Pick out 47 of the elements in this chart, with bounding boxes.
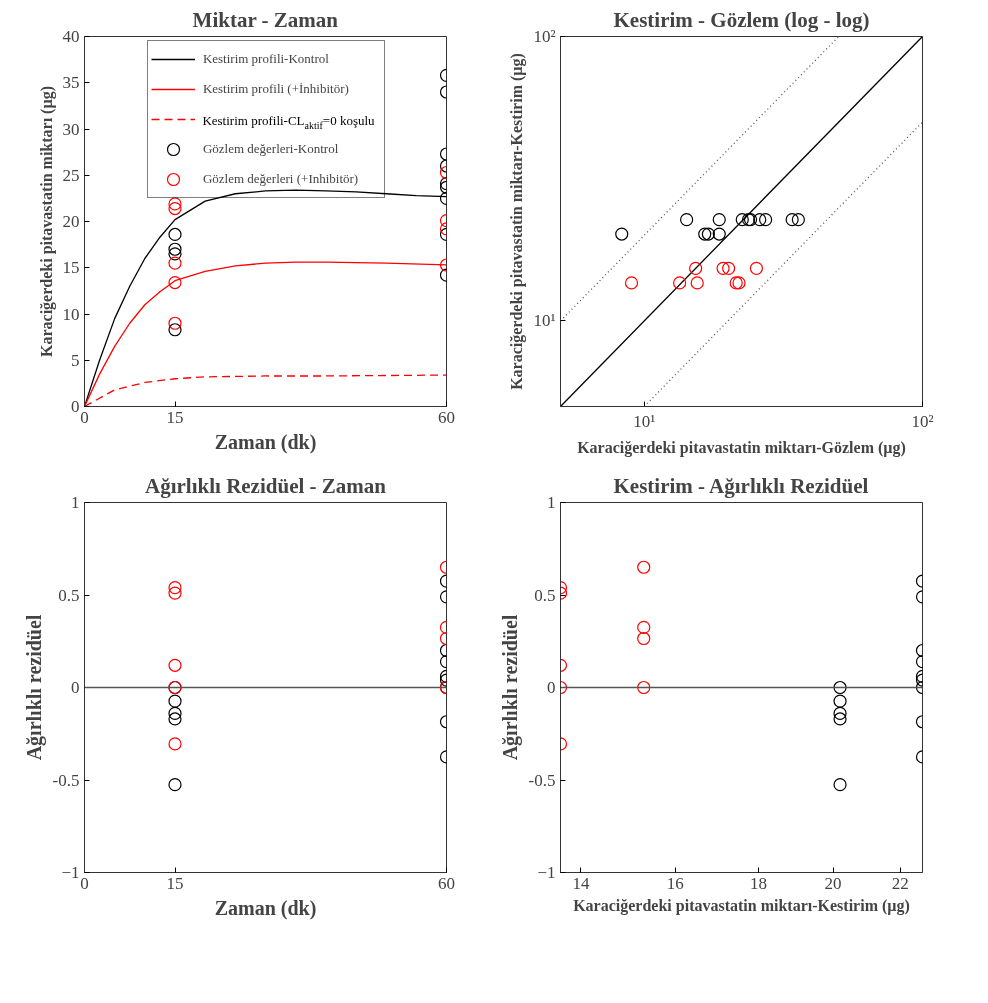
x-axis-title: Zaman (dk): [214, 430, 317, 454]
y-tick-label: 1: [71, 493, 80, 512]
x-tick-label: 18: [750, 873, 768, 893]
y-tick-label: 30: [62, 119, 80, 139]
x-tick-label: 14: [572, 873, 590, 893]
x-tick-label: 16: [666, 873, 684, 893]
x-tick-label: 22: [891, 873, 909, 893]
y-tick-label: 15: [62, 258, 80, 278]
y-tick-label: 0.5: [58, 585, 80, 605]
y-tick-label: 0: [71, 678, 80, 697]
y-tick-label: 35: [62, 73, 80, 93]
legend-label: Gözlem değerleri-Kontrol: [202, 140, 340, 158]
y-tick-label: 0.5: [534, 585, 556, 605]
chart-title: Kestirim - Gözlem (log - log): [613, 7, 870, 32]
legend-label: Kestirim profili (+İnhibitör): [202, 80, 350, 98]
x-axis-title: Karaciğerdeki pitavastatin miktarı-Gözlem (µg): [577, 438, 906, 457]
y-tick-label: 0: [547, 678, 556, 697]
y-tick-label: 40: [62, 27, 80, 46]
x-axis-title: Zaman (dk): [214, 896, 317, 920]
x-tick-label: 15: [166, 873, 184, 893]
y-tick-label: 5: [71, 350, 80, 370]
x-tick-label: 60: [438, 873, 455, 893]
y-axis-title: Ağırlıklı rezidüel: [22, 614, 46, 761]
chart-title: Ağırlıklı Rezidüel - Zaman: [145, 473, 387, 498]
x-tick-label: 60: [438, 407, 455, 427]
x-axis-title: Karaciğerdeki pitavastatin miktarı-Kestirim (µg): [573, 896, 910, 915]
y-tick-label: 1: [547, 493, 556, 512]
y-axis-title: Karaciğerdeki pitavastatin miktarı-Kestirim (µg): [508, 53, 527, 390]
legend-label: Kestirim profili-Kontrol: [202, 50, 330, 68]
y-tick-label: -0.5: [52, 770, 80, 790]
x-tick-label: 10¹: [633, 411, 656, 431]
y-tick-label: 10: [62, 304, 80, 324]
legend-label: Gözlem değerleri (+Inhibitör): [202, 170, 360, 188]
y-tick-label: -0.5: [528, 770, 556, 790]
y-tick-label: −1: [61, 863, 80, 882]
y-tick-label: −1: [537, 863, 556, 882]
x-tick-label: 10²: [911, 411, 934, 431]
y-tick-label: 20: [62, 212, 80, 231]
y-tick-label: 25: [62, 165, 80, 185]
y-tick-label: 10²: [533, 27, 556, 46]
y-axis-title: Ağırlıklı rezidüel: [498, 614, 522, 761]
chart-title: Kestirim - Ağırlıklı Rezidüel: [613, 473, 869, 498]
x-tick-label: 15: [166, 407, 184, 427]
x-tick-label: 20: [824, 873, 842, 893]
chart-title: Miktar - Zaman: [192, 7, 339, 32]
y-axis-title: Karaciğerdeki pitavastatin miktarı (µg): [37, 86, 56, 357]
y-tick-label: 10¹: [533, 311, 556, 331]
